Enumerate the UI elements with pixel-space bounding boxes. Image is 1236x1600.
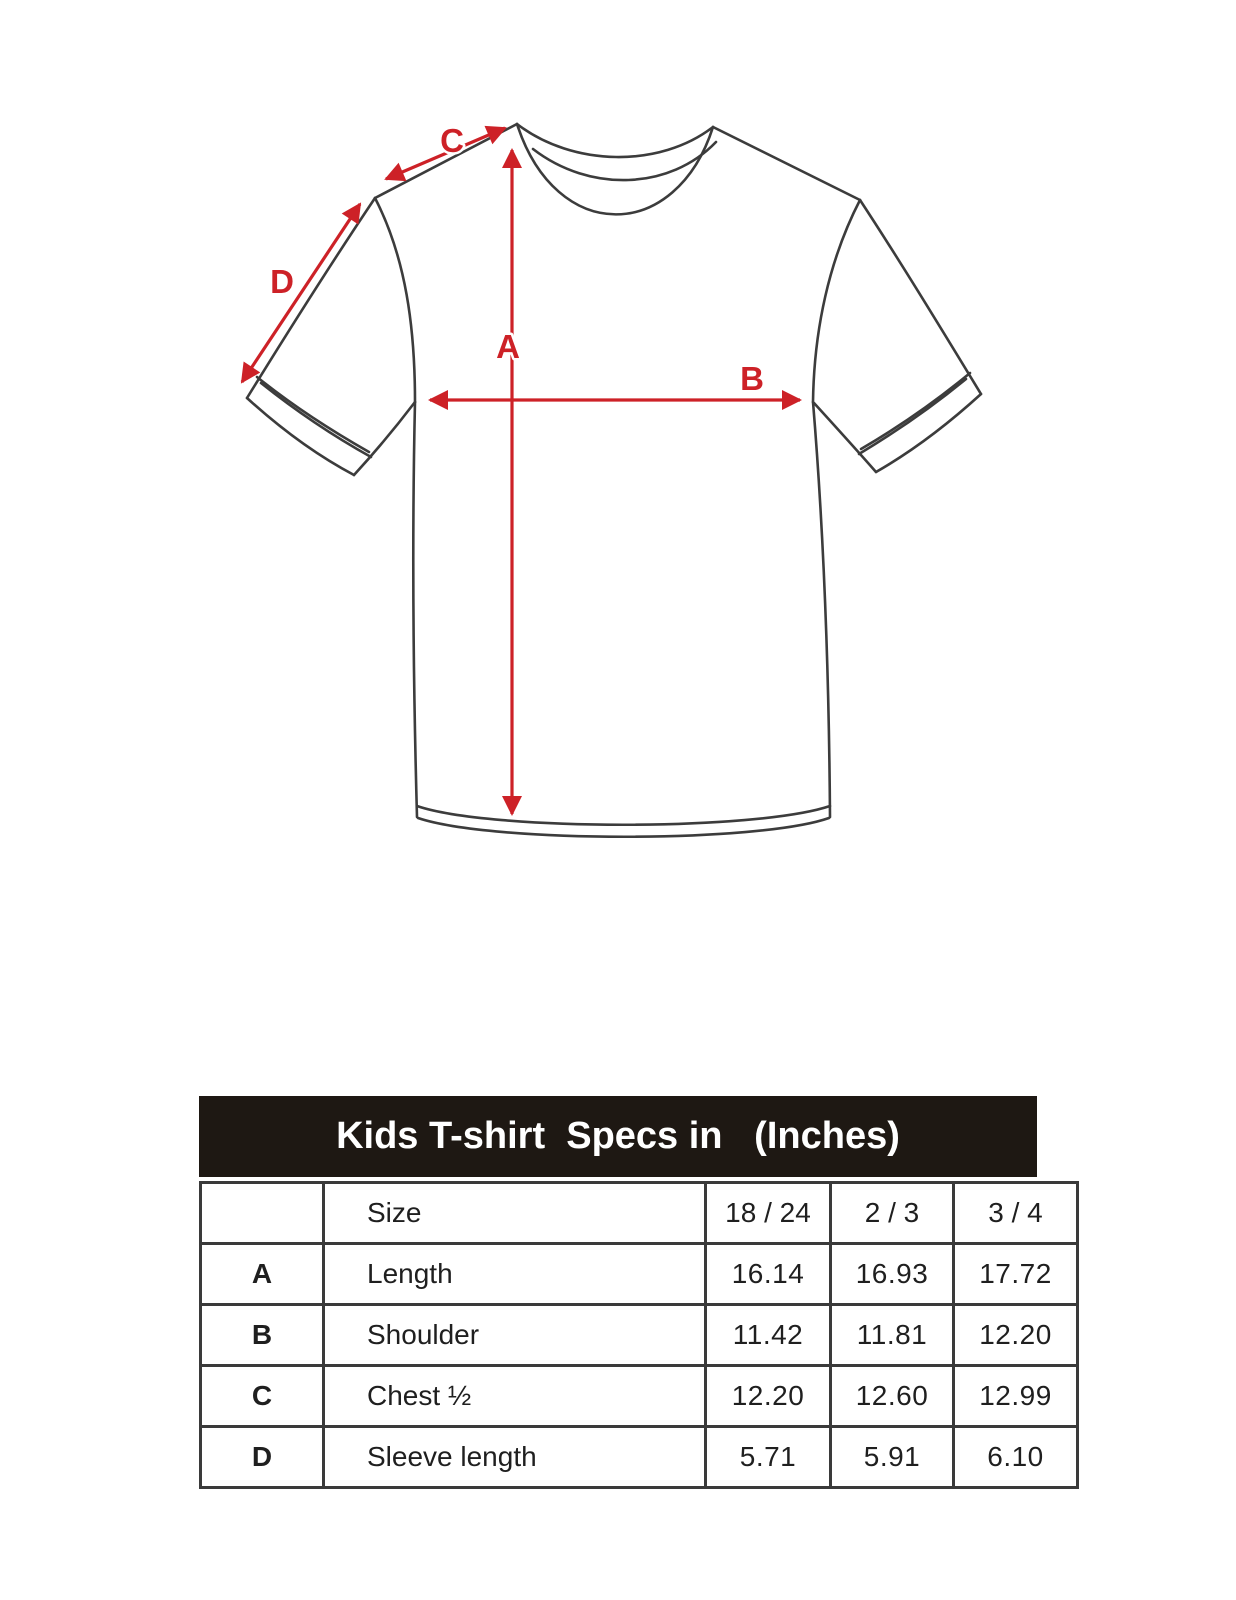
tshirt-outline: [245, 122, 983, 839]
value-cell: 6.10: [952, 1425, 1079, 1489]
value-cell: 5.91: [829, 1425, 955, 1489]
label-d: D: [270, 263, 294, 300]
table-row-chest: C Chest ½ 12.20 12.60 12.99: [199, 1364, 1079, 1428]
value-cell: 16.14: [704, 1242, 832, 1306]
value-cell: 11.81: [829, 1303, 955, 1367]
size-col-3: 3 / 4: [952, 1181, 1079, 1245]
spec-table-title: Kids T-shirt Specs in (Inches): [199, 1096, 1037, 1177]
label-c: C: [440, 122, 464, 159]
row-label: Shoulder: [322, 1303, 707, 1367]
table-row-shoulder: B Shoulder 11.42 11.81 12.20: [199, 1303, 1079, 1367]
value-cell: 12.60: [829, 1364, 955, 1428]
dimension-arrow-d: [240, 202, 362, 384]
row-label: Length: [322, 1242, 707, 1306]
row-letter: B: [199, 1303, 325, 1367]
row-letter: C: [199, 1364, 325, 1428]
value-cell: 12.20: [952, 1303, 1079, 1367]
dimension-arrow-c: [384, 125, 507, 182]
value-cell: 5.71: [704, 1425, 832, 1489]
size-col-2: 2 / 3: [829, 1181, 955, 1245]
value-cell: 16.93: [829, 1242, 955, 1306]
row-letter: A: [199, 1242, 325, 1306]
tshirt-measurement-diagram: A B C D: [240, 122, 983, 839]
value-cell: 11.42: [704, 1303, 832, 1367]
size-header-cell: Size: [322, 1181, 707, 1245]
table-row-sleeve: D Sleeve length 5.71 5.91 6.10: [199, 1425, 1079, 1489]
corner-cell: [199, 1181, 325, 1245]
value-cell: 12.20: [704, 1364, 832, 1428]
table-row-length: A Length 16.14 16.93 17.72: [199, 1242, 1079, 1306]
label-a: A: [496, 328, 520, 365]
row-letter: D: [199, 1425, 325, 1489]
spec-table: Kids T-shirt Specs in (Inches) Size 18 /…: [199, 1096, 1079, 1489]
row-label: Sleeve length: [322, 1425, 707, 1489]
size-col-1: 18 / 24: [704, 1181, 832, 1245]
size-header-row: Size 18 / 24 2 / 3 3 / 4: [199, 1181, 1079, 1245]
value-cell: 17.72: [952, 1242, 1079, 1306]
spec-grid: Size 18 / 24 2 / 3 3 / 4 A Length 16.14 …: [199, 1181, 1079, 1489]
value-cell: 12.99: [952, 1364, 1079, 1428]
dimension-arrows: [240, 125, 802, 816]
row-label: Chest ½: [322, 1364, 707, 1428]
label-b: B: [740, 360, 764, 397]
